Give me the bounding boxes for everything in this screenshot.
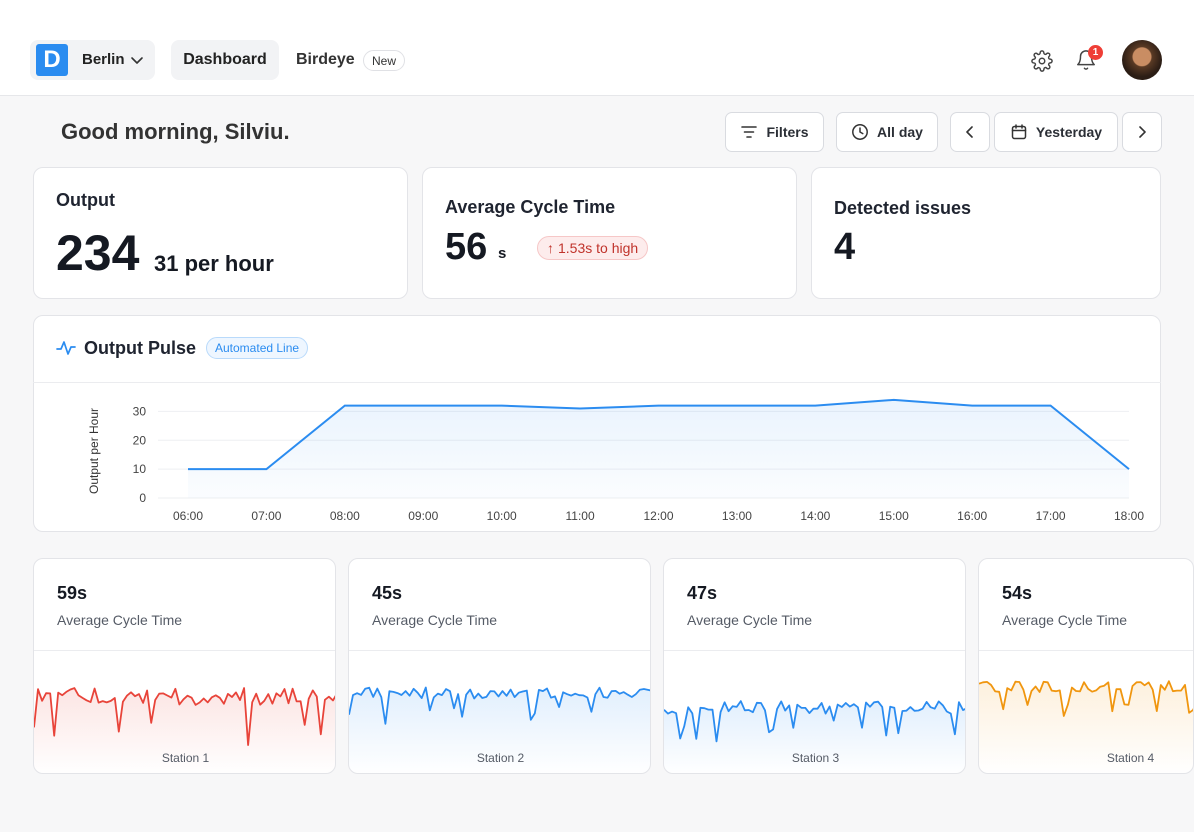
station-cycle-value: 47s xyxy=(687,583,718,603)
divider xyxy=(664,650,965,651)
x-tick-label: 07:00 xyxy=(251,509,281,523)
cycle-warning-text: 1.53s to high xyxy=(558,240,639,256)
arrow-up-icon: ↑ xyxy=(547,240,554,256)
y-tick-label: 30 xyxy=(133,404,147,418)
divider xyxy=(979,650,1193,651)
station-card[interactable]: 54s Average Cycle Time Station 4 xyxy=(978,558,1194,774)
issues-value: 4 xyxy=(834,226,856,268)
output-rate: 31 per hour xyxy=(154,251,274,276)
nav-dashboard[interactable]: Dashboard xyxy=(171,40,279,80)
station-sparkline xyxy=(34,687,335,773)
all-day-label: All day xyxy=(877,124,923,140)
area-fill xyxy=(188,399,1129,498)
output-pulse-chart: 0 10 20 30 06:00 07:00 08:00 09:00 10:00 11:00 12:… xyxy=(87,398,1144,523)
divider xyxy=(34,650,335,651)
x-tick-label: 11:00 xyxy=(566,509,595,523)
cycle-time-unit: s xyxy=(498,245,507,262)
output-title: Output xyxy=(56,190,115,210)
bell-icon[interactable] xyxy=(1075,49,1097,71)
calendar-icon xyxy=(1011,124,1027,140)
x-tick-label: 15:00 xyxy=(879,509,909,523)
previous-day-button[interactable] xyxy=(950,112,990,152)
station-name: Station 3 xyxy=(791,751,840,765)
x-tick-label: 12:00 xyxy=(643,509,673,523)
station-card[interactable]: 45s Average Cycle Time Station 2 xyxy=(348,558,651,774)
station-card[interactable]: 47s Average Cycle Time Station 3 xyxy=(663,558,966,774)
output-card xyxy=(33,167,408,299)
sparkline-line xyxy=(34,687,335,746)
x-tick-label: 13:00 xyxy=(722,509,752,523)
y-tick-label: 20 xyxy=(133,433,147,447)
date-label: Yesterday xyxy=(1035,124,1103,140)
cycle-time-title: Average Cycle Time xyxy=(445,197,616,217)
station-cycle-value: 59s xyxy=(57,583,88,603)
station-cycle-value: 54s xyxy=(1002,583,1033,603)
cycle-time-value: 56 xyxy=(445,226,488,268)
station-cycle-value: 45s xyxy=(372,583,403,603)
nav-birdeye[interactable]: Birdeye xyxy=(296,51,355,68)
x-tick-label: 08:00 xyxy=(330,509,360,523)
issues-card xyxy=(811,167,1161,299)
x-tick-label: 09:00 xyxy=(408,509,438,523)
app-logo: D xyxy=(36,44,68,76)
sparkline-line xyxy=(979,680,1193,717)
sparkline-area xyxy=(349,687,650,773)
station-name: Station 1 xyxy=(161,751,210,765)
x-tick-label: 17:00 xyxy=(1036,509,1066,523)
chevron-down-icon[interactable] xyxy=(129,52,145,68)
chevron-right-icon xyxy=(1139,126,1146,138)
automated-line-badge: Automated Line xyxy=(206,337,309,359)
y-tick-label: 0 xyxy=(139,491,146,505)
filter-icon xyxy=(741,126,758,138)
divider xyxy=(349,650,650,651)
greeting: Good morning, Silviu. xyxy=(61,119,290,144)
site-name: Berlin xyxy=(82,51,125,68)
station-sparkline xyxy=(664,700,965,773)
chevron-left-icon xyxy=(966,126,973,138)
cycle-time-card xyxy=(422,167,797,299)
new-badge: New xyxy=(363,50,406,71)
pulse-title: Output Pulse xyxy=(84,338,196,358)
x-tick-label: 10:00 xyxy=(487,509,517,523)
avatar[interactable] xyxy=(1122,40,1162,80)
gear-icon[interactable] xyxy=(1031,50,1053,72)
station-cycle-label: Average Cycle Time xyxy=(372,612,498,628)
filters-button[interactable]: Filters xyxy=(725,112,824,152)
x-tick-label: 16:00 xyxy=(957,509,987,523)
station-card[interactable]: 59s Average Cycle Time Station 1 xyxy=(33,558,336,774)
sparkline-line xyxy=(664,700,965,743)
notification-count: 1 xyxy=(1088,45,1103,60)
issues-title: Detected issues xyxy=(834,198,972,218)
station-cycle-label: Average Cycle Time xyxy=(687,612,813,628)
clock-icon xyxy=(852,124,868,140)
station-name: Station 2 xyxy=(476,751,525,765)
station-sparkline xyxy=(349,686,650,773)
divider xyxy=(33,382,1161,383)
next-day-button[interactable] xyxy=(1122,112,1162,152)
station-cycle-label: Average Cycle Time xyxy=(57,612,183,628)
pulse-icon xyxy=(56,341,76,355)
x-tick-label: 06:00 xyxy=(173,509,203,523)
filters-label: Filters xyxy=(766,124,809,140)
y-tick-label: 10 xyxy=(133,462,147,476)
sparkline-area xyxy=(664,701,965,773)
y-axis-label: Output per Hour xyxy=(87,408,101,494)
cycle-warning-badge: ↑ 1.53s to high xyxy=(537,236,649,260)
sparkline-line xyxy=(349,686,650,725)
station-cycle-label: Average Cycle Time xyxy=(1002,612,1128,628)
sparkline-area xyxy=(979,681,1193,773)
date-picker-button[interactable]: Yesterday xyxy=(994,112,1118,152)
x-tick-label: 18:00 xyxy=(1114,509,1144,523)
all-day-button[interactable]: All day xyxy=(836,112,938,152)
station-name: Station 4 xyxy=(1106,751,1155,765)
x-tick-label: 14:00 xyxy=(800,509,830,523)
station-sparkline xyxy=(979,680,1193,773)
sparkline-area xyxy=(34,688,335,773)
output-value: 234 xyxy=(56,225,140,281)
